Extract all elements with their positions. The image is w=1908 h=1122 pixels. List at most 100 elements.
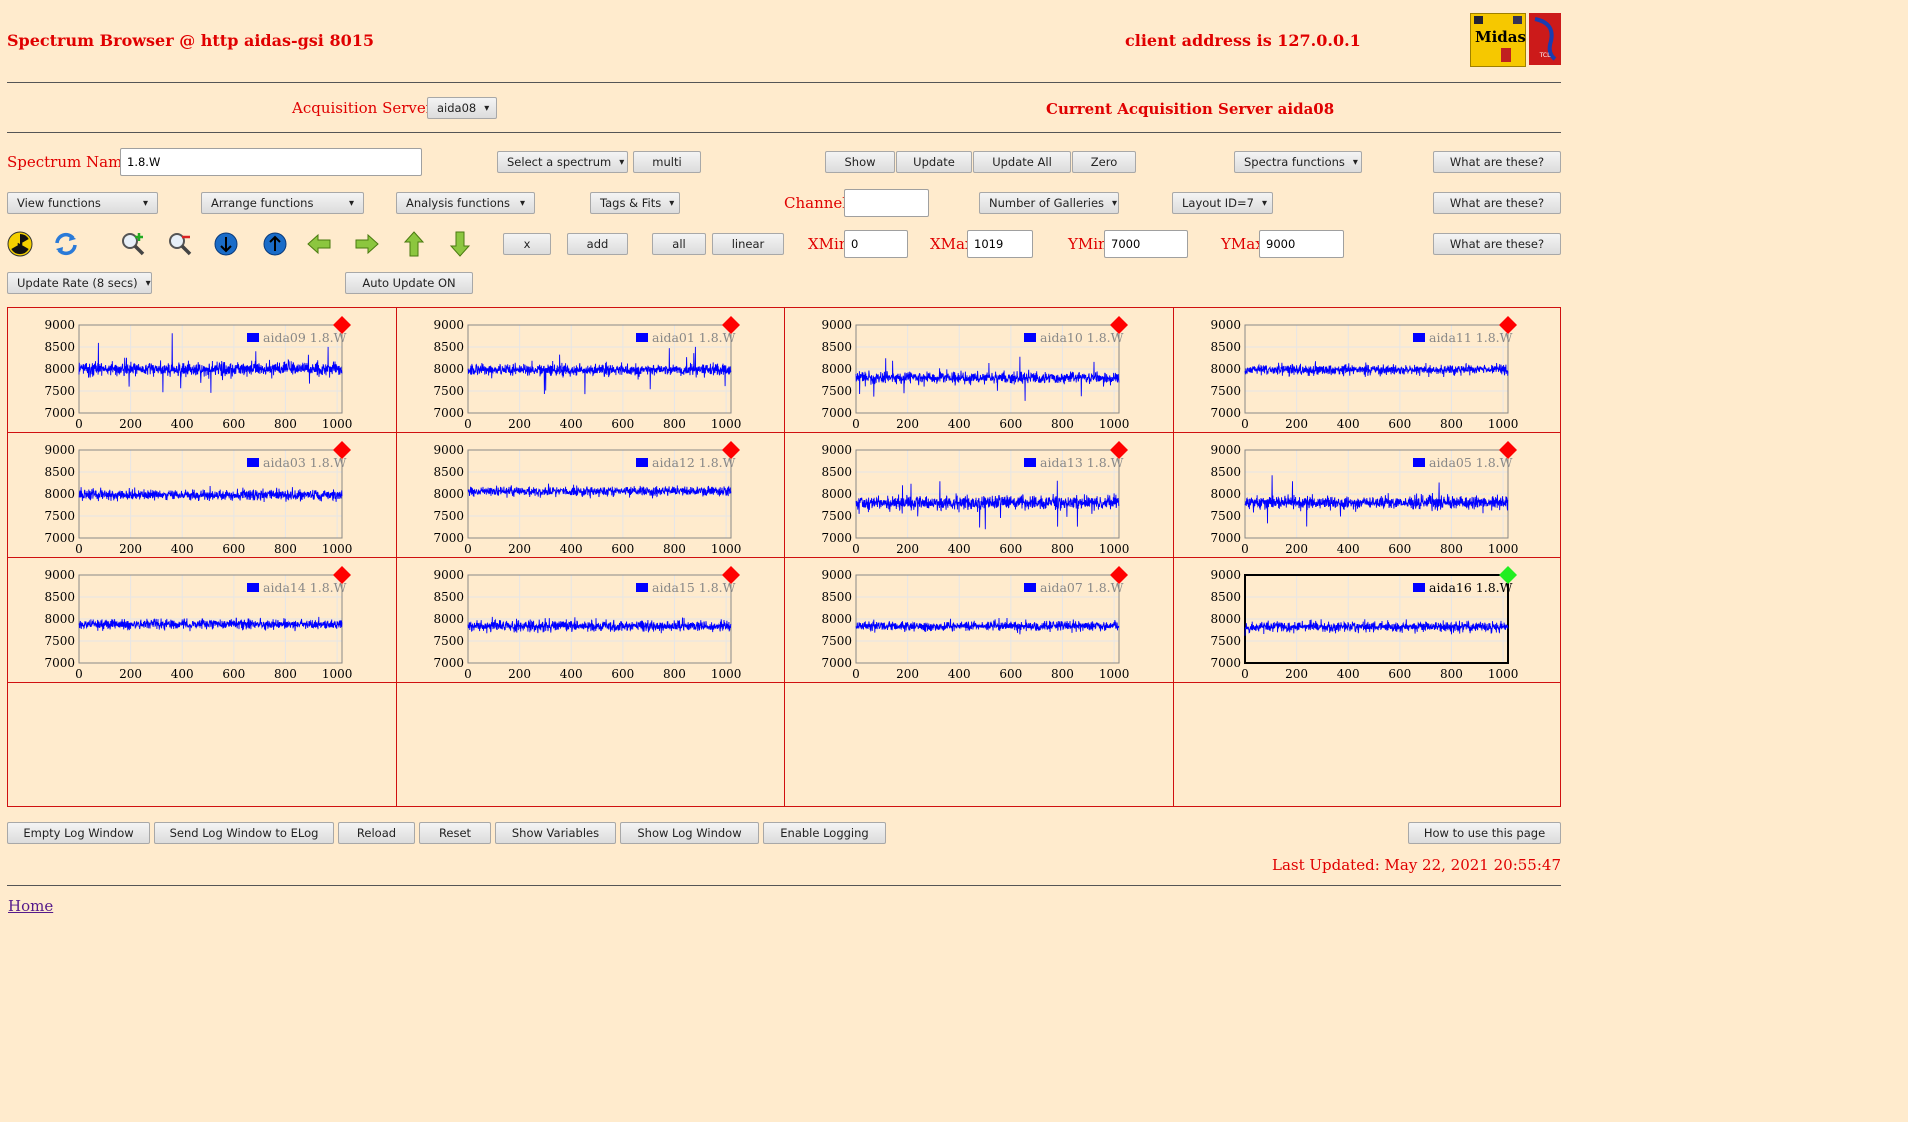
status-diamond[interactable] xyxy=(1110,566,1128,584)
what-are-these-button[interactable]: What are these? xyxy=(1433,233,1561,255)
plot-frame xyxy=(855,324,1120,414)
spectrum-chart: 7000 7500 8000 8500 9000 0 200 400 600 800 1000 aid… xyxy=(433,566,741,681)
show-variables-button[interactable]: Show Variables xyxy=(495,822,616,844)
zoom-in-icon[interactable] xyxy=(120,231,146,257)
spectra-functions-dropdown[interactable]: Spectra functions ▾ xyxy=(1234,151,1362,173)
xmin-input[interactable] xyxy=(844,230,908,258)
update-all-button[interactable]: Update All xyxy=(973,151,1071,173)
status-diamond[interactable] xyxy=(1498,441,1517,459)
spectrum-panel[interactable]: 7000 7500 8000 8500 9000 0 200 400 600 800 1000 aid… xyxy=(7,307,397,433)
radiation-icon[interactable] xyxy=(7,231,33,257)
refresh-icon[interactable] xyxy=(53,231,79,257)
y-tick-label: 7500 xyxy=(1210,634,1241,648)
spectrum-panel[interactable]: 7000 7500 8000 8500 9000 0 200 400 600 800 1000 aid… xyxy=(395,432,785,558)
x-tick-label: 800 xyxy=(1440,417,1463,431)
show-button[interactable]: Show xyxy=(825,151,895,173)
status-diamond[interactable] xyxy=(1110,316,1128,334)
spectrum-panel[interactable]: 7000 7500 8000 8500 9000 0 200 400 600 800 1000 aid… xyxy=(1172,432,1561,558)
galleries-dropdown[interactable]: Number of Galleries ▾ xyxy=(979,192,1119,214)
empty-panel[interactable] xyxy=(784,682,1174,807)
status-diamond[interactable] xyxy=(1498,566,1517,584)
spectrum-panel[interactable]: 7000 7500 8000 8500 9000 0 200 400 600 800 1000 aid… xyxy=(784,557,1174,683)
status-diamond[interactable] xyxy=(333,566,351,584)
x-tick-label: 1000 xyxy=(322,667,353,681)
layout-dropdown[interactable]: Layout ID=7 ▾ xyxy=(1172,192,1273,214)
zoom-out-icon[interactable] xyxy=(167,231,193,257)
x-tick-label: 800 xyxy=(663,542,686,556)
spectrum-panel[interactable]: 7000 7500 8000 8500 9000 0 200 400 600 800 1000 aid… xyxy=(7,432,397,558)
reset-button[interactable]: Reset xyxy=(419,822,491,844)
y-tick-label: 8500 xyxy=(44,340,75,354)
arrow-up-icon[interactable] xyxy=(401,231,427,257)
update-rate-label: Update Rate (8 secs) xyxy=(17,276,138,290)
auto-update-button[interactable]: Auto Update ON xyxy=(345,272,473,294)
legend-label: aida03 1.8.W xyxy=(263,455,347,470)
enable-logging-button[interactable]: Enable Logging xyxy=(763,822,886,844)
client-address: client address is 127.0.0.1 xyxy=(1125,31,1361,50)
spectrum-panel[interactable]: 7000 7500 8000 8500 9000 0 200 400 600 800 1000 aid… xyxy=(784,432,1174,558)
acq-server-select[interactable]: aida08 ▾ xyxy=(427,97,497,119)
legend-label: aida01 1.8.W xyxy=(652,330,736,345)
spectrum-panel[interactable]: 7000 7500 8000 8500 9000 0 200 400 600 800 1000 aid… xyxy=(395,307,785,433)
update-button[interactable]: Update xyxy=(896,151,972,173)
spectrum-name-input[interactable] xyxy=(120,148,422,176)
empty-panel[interactable] xyxy=(1172,682,1561,807)
analysis-functions-dropdown[interactable]: Analysis functions ▾ xyxy=(396,192,535,214)
x-tick-label: 800 xyxy=(274,417,297,431)
what-are-these-button[interactable]: What are these? xyxy=(1433,151,1561,173)
status-diamond[interactable] xyxy=(721,441,740,459)
x-tick-label: 1000 xyxy=(710,542,741,556)
scroll-up-icon[interactable] xyxy=(262,231,288,257)
select-spectrum-dropdown[interactable]: Select a spectrum ▾ xyxy=(497,151,628,173)
chevron-down-icon: ▾ xyxy=(348,197,354,209)
status-diamond[interactable] xyxy=(1498,316,1517,334)
scroll-down-icon[interactable] xyxy=(213,231,239,257)
update-rate-dropdown[interactable]: Update Rate (8 secs) ▾ xyxy=(7,272,152,294)
empty-panel[interactable] xyxy=(395,682,785,807)
status-diamond[interactable] xyxy=(333,316,351,334)
feather-icon xyxy=(1501,48,1511,62)
series-line xyxy=(78,485,343,503)
spectrum-panel[interactable]: 7000 7500 8000 8500 9000 0 200 400 600 800 1000 aid… xyxy=(7,557,397,683)
x-button[interactable]: x xyxy=(503,233,551,255)
x-tick-label: 600 xyxy=(1388,542,1411,556)
view-functions-dropdown[interactable]: View functions ▾ xyxy=(7,192,158,214)
channel-input[interactable] xyxy=(844,189,929,217)
y-tick-label: 8000 xyxy=(821,362,852,376)
multi-button[interactable]: multi xyxy=(633,151,701,173)
spectrum-panel[interactable]: 7000 7500 8000 8500 9000 0 200 400 600 800 1000 aid… xyxy=(784,307,1174,433)
tags-fits-dropdown[interactable]: Tags & Fits ▾ xyxy=(590,192,680,214)
empty-log-button[interactable]: Empty Log Window xyxy=(7,822,150,844)
status-diamond[interactable] xyxy=(721,316,740,334)
xmax-input[interactable] xyxy=(967,230,1033,258)
x-tick-label: 200 xyxy=(896,667,919,681)
status-diamond[interactable] xyxy=(1110,441,1128,459)
plot-frame xyxy=(855,574,1120,664)
status-diamond[interactable] xyxy=(721,566,740,584)
show-log-button[interactable]: Show Log Window xyxy=(620,822,759,844)
ymin-input[interactable] xyxy=(1104,230,1188,258)
all-button[interactable]: all xyxy=(652,233,706,255)
arrow-right-icon[interactable] xyxy=(354,231,380,257)
spectrum-panel[interactable]: 7000 7500 8000 8500 9000 0 200 400 600 800 1000 aid… xyxy=(1172,557,1561,683)
spectrum-chart: 7000 7500 8000 8500 9000 0 200 400 600 800 1000 aid… xyxy=(433,441,741,556)
how-to-button[interactable]: How to use this page xyxy=(1408,822,1561,844)
arrange-functions-dropdown[interactable]: Arrange functions ▾ xyxy=(201,192,364,214)
arrow-left-icon[interactable] xyxy=(306,231,332,257)
linear-button[interactable]: linear xyxy=(712,233,784,255)
y-tick-label: 8000 xyxy=(1210,612,1241,626)
reload-button[interactable]: Reload xyxy=(338,822,415,844)
spectrum-panel[interactable]: 7000 7500 8000 8500 9000 0 200 400 600 800 1000 aid… xyxy=(395,557,785,683)
ymax-input[interactable] xyxy=(1259,230,1344,258)
status-diamond[interactable] xyxy=(333,441,351,459)
arrow-down-icon[interactable] xyxy=(447,231,473,257)
x-tick-label: 800 xyxy=(274,667,297,681)
zero-button[interactable]: Zero xyxy=(1072,151,1136,173)
spectrum-panel[interactable]: 7000 7500 8000 8500 9000 0 200 400 600 800 1000 aid… xyxy=(1172,307,1561,433)
empty-panel[interactable] xyxy=(7,682,397,807)
what-are-these-button[interactable]: What are these? xyxy=(1433,192,1561,214)
home-link[interactable]: Home xyxy=(8,897,54,915)
add-button[interactable]: add xyxy=(567,233,628,255)
send-log-button[interactable]: Send Log Window to ELog xyxy=(154,822,334,844)
y-tick-label: 7000 xyxy=(1210,656,1241,670)
